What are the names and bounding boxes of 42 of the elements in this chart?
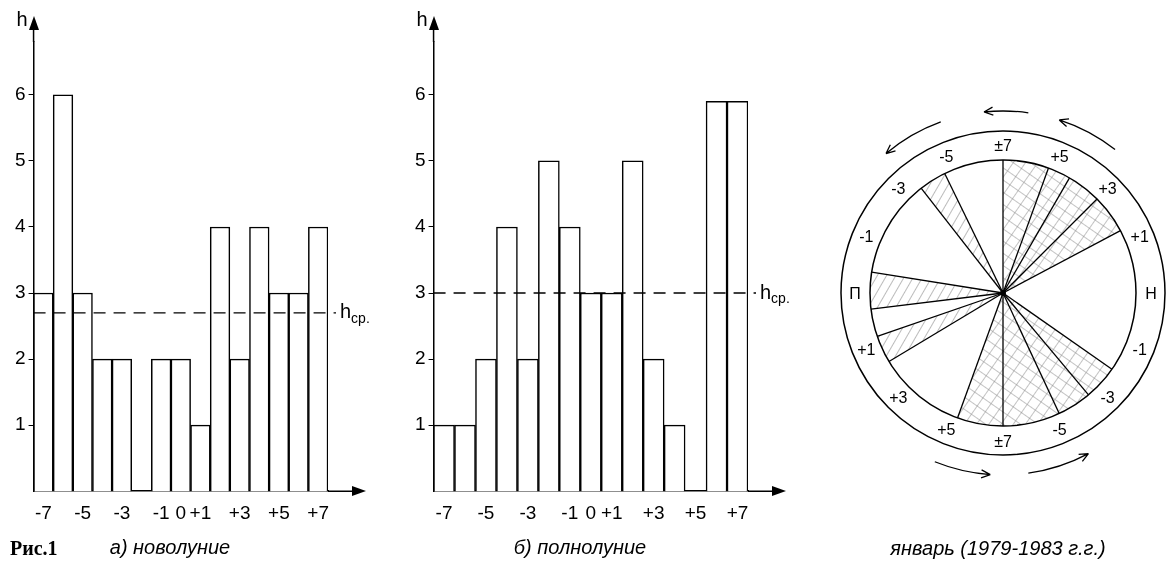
y-tick-label: 5	[414, 149, 426, 171]
y-tick-label: 3	[414, 281, 426, 303]
text: -1	[1132, 341, 1147, 359]
x-tick-label: -3	[519, 501, 537, 523]
text: Рис.1	[10, 537, 58, 560]
x-tick-label: 0	[585, 501, 597, 523]
x-tick-label: -1	[561, 501, 579, 523]
x-tick-label: +7	[307, 501, 330, 523]
y-tick-label: 4	[14, 215, 26, 237]
y-tick-label: 4	[414, 215, 426, 237]
x-tick-label: +3	[228, 501, 251, 523]
x-tick-label: 0	[175, 501, 187, 523]
text: +1	[857, 341, 876, 359]
y-tick-label: 2	[414, 347, 426, 369]
x-tick-label: +7	[726, 501, 749, 523]
x-tick-label: +5	[268, 501, 290, 523]
y-tick-label: 2	[14, 347, 26, 369]
x-tick-label: +1	[189, 501, 212, 523]
x-tick-label: -3	[113, 501, 131, 523]
y-axis-title: h	[416, 7, 428, 30]
y-tick-label: 6	[414, 83, 426, 105]
y-axis-title: h	[16, 7, 28, 30]
text: январь (1979-1983 г.г.)	[889, 537, 1107, 560]
x-tick-label: -7	[435, 501, 453, 523]
text: -1	[859, 227, 874, 245]
text: а) новолуние	[109, 535, 231, 558]
y-tick-label: 3	[14, 281, 26, 303]
x-tick-label: -7	[34, 501, 52, 523]
text: П	[849, 284, 861, 302]
x-tick-label: +1	[600, 501, 623, 523]
y-tick-label: 1	[414, 413, 426, 435]
y-tick-label: 6	[14, 83, 26, 105]
text: б) полнолуние	[513, 535, 647, 558]
x-tick-label: -5	[477, 501, 495, 523]
text: +1	[1130, 227, 1149, 245]
y-tick-label: 5	[14, 149, 26, 171]
x-tick-label: +5	[684, 501, 707, 523]
text: Н	[1145, 284, 1157, 302]
y-tick-label: 1	[14, 413, 26, 435]
x-tick-label: -5	[74, 501, 92, 523]
x-tick-label: +3	[642, 501, 665, 523]
x-tick-label: -1	[152, 501, 170, 523]
